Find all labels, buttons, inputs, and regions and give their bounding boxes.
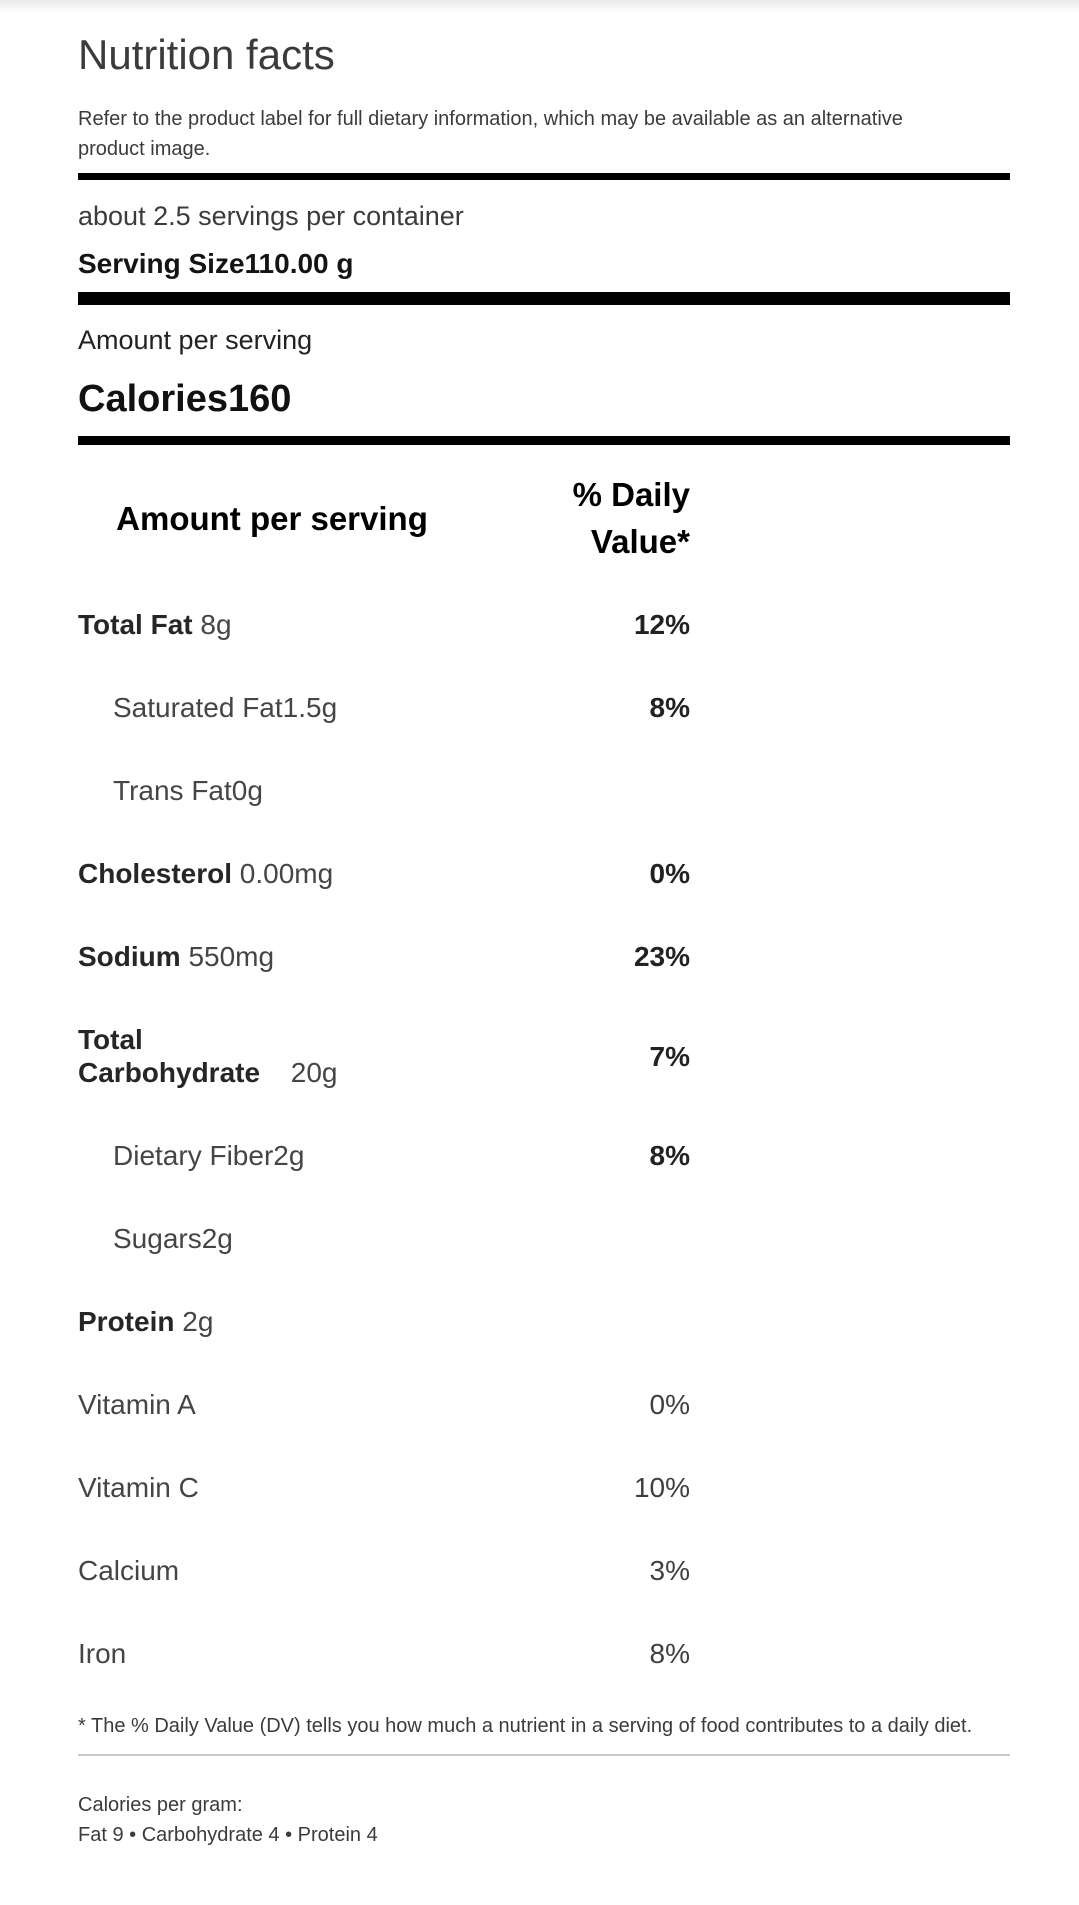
calories-per-gram-label: Calories per gram: <box>78 1794 243 1816</box>
nutrient-name: Dietary Fiber <box>113 1140 274 1171</box>
nutrient-name-cell: Vitamin C <box>78 1446 466 1529</box>
nutrient-daily-value: 23% <box>633 941 690 972</box>
nutrient-amount: 8g <box>192 609 232 640</box>
nutrient-name: Cholesterol <box>78 858 233 889</box>
nutrition-content: Nutrition facts Refer to the product lab… <box>78 31 1010 1846</box>
calories-per-gram-values: Fat 9 • Carbohydrate 4 • Protein 4 <box>78 1824 378 1846</box>
nutrient-name-cell: Total Fat 8g <box>78 583 466 666</box>
nutrient-row: Trans Fat0g <box>78 749 690 832</box>
nutrient-name: Vitamin C <box>78 1472 199 1503</box>
nutrient-amount: 0.00mg <box>232 858 334 889</box>
amount-per-serving-line: Amount per serving <box>78 325 313 355</box>
nutrient-name-cell: Dietary Fiber2g <box>78 1114 466 1197</box>
nutrient-name-cell: Total Carbohydrate 20g <box>78 998 466 1114</box>
calories-label: Calories <box>78 378 228 420</box>
nutrient-row: Sugars2g <box>78 1197 690 1280</box>
nutrient-amount: 0g <box>231 775 263 806</box>
nutrient-daily-value: 0% <box>649 1389 690 1420</box>
nutrient-daily-value: 10% <box>633 1472 690 1503</box>
nutrient-row: Cholesterol 0.00mg 0% <box>78 832 690 915</box>
calories-line: Calories160 <box>78 376 1010 422</box>
nutrient-amount: 2g <box>174 1306 214 1337</box>
nutrient-amount: 550mg <box>180 941 275 972</box>
nutrient-row: Protein 2g <box>78 1280 690 1363</box>
nutrient-name: Total Carbohydrate <box>78 1024 261 1088</box>
nutrient-row: Sodium 550mg 23% <box>78 915 690 998</box>
nutrient-daily-value <box>466 749 690 832</box>
column-header-daily-value: % Daily Value* <box>572 476 690 560</box>
nutrient-row: Total Carbohydrate 20g 7% <box>78 998 690 1114</box>
table-header-row: Amount per serving % Daily Value* <box>78 471 690 583</box>
nutrient-name-cell: Cholesterol 0.00mg <box>78 832 466 915</box>
nutrient-name: Trans Fat <box>113 775 232 806</box>
nutrient-row: Vitamin C 10% <box>78 1446 690 1529</box>
nutrient-name: Iron <box>78 1638 127 1669</box>
nutrient-row: Saturated Fat1.5g 8% <box>78 666 690 749</box>
divider-bar-top <box>78 173 1010 180</box>
serving-size-line: Serving Size110.00 g <box>78 247 1010 281</box>
nutrient-name-cell: Trans Fat0g <box>78 749 466 832</box>
nutrient-amount: 2g <box>273 1140 305 1171</box>
nutrient-name: Saturated Fat <box>113 692 283 723</box>
nutrient-daily-value: 0% <box>649 858 690 889</box>
nutrient-daily-value: 8% <box>649 1638 690 1669</box>
nutrient-name-cell: Protein 2g <box>78 1280 466 1363</box>
divider-bar-serving <box>78 292 1010 305</box>
nutrient-amount: 2g <box>201 1223 233 1254</box>
servings-per-container: about 2.5 servings per container <box>78 201 464 231</box>
nutrient-row: Dietary Fiber2g 8% <box>78 1114 690 1197</box>
divider-bar-calories <box>78 436 1010 445</box>
nutrient-name: Protein <box>78 1306 175 1337</box>
nutrient-row: Total Fat 8g 12% <box>78 583 690 666</box>
nutrient-name-cell: Calcium <box>78 1529 466 1612</box>
nutrient-name-cell: Sugars2g <box>78 1197 466 1280</box>
nutrition-table: Amount per serving % Daily Value* Total … <box>78 471 690 1695</box>
nutrient-name-cell: Saturated Fat1.5g <box>78 666 466 749</box>
top-edge-shadow <box>0 0 1079 13</box>
nutrient-name: Vitamin A <box>78 1389 196 1420</box>
serving-size-value: 110.00 g <box>244 248 354 279</box>
nutrient-row: Vitamin A 0% <box>78 1363 690 1446</box>
nutrient-name-cell: Sodium 550mg <box>78 915 466 998</box>
column-header-amount-per-serving: Amount per serving <box>116 499 428 537</box>
nutrient-daily-value: 3% <box>649 1555 690 1586</box>
nutrient-daily-value: 7% <box>649 1040 690 1072</box>
nutrient-amount: 20g <box>283 1057 338 1088</box>
nutrient-daily-value: 12% <box>633 609 690 640</box>
nutrient-name-cell: Iron <box>78 1612 466 1695</box>
serving-size-label: Serving Size <box>78 248 245 279</box>
nutrient-row: Iron 8% <box>78 1612 690 1695</box>
daily-value-footnote: * The % Daily Value (DV) tells you how m… <box>78 1715 973 1737</box>
calories-value: 160 <box>227 378 292 420</box>
nutrient-daily-value: 8% <box>649 1140 690 1171</box>
nutrient-daily-value <box>466 1280 690 1363</box>
nutrient-name: Sodium <box>78 941 181 972</box>
nutrient-amount: 1.5g <box>282 692 338 723</box>
nutrient-daily-value: 8% <box>649 692 690 723</box>
page-title: Nutrition facts <box>78 31 335 78</box>
nutrient-name-cell: Vitamin A <box>78 1363 466 1446</box>
disclaimer-text: Refer to the product label for full diet… <box>78 108 903 160</box>
nutrient-name: Total Fat <box>78 609 193 640</box>
footnote-divider-line <box>78 1754 1010 1756</box>
nutrient-row: Calcium 3% <box>78 1529 690 1612</box>
nutrient-name: Calcium <box>78 1555 180 1586</box>
nutrient-daily-value <box>466 1197 690 1280</box>
nutrient-name: Sugars <box>113 1223 202 1254</box>
